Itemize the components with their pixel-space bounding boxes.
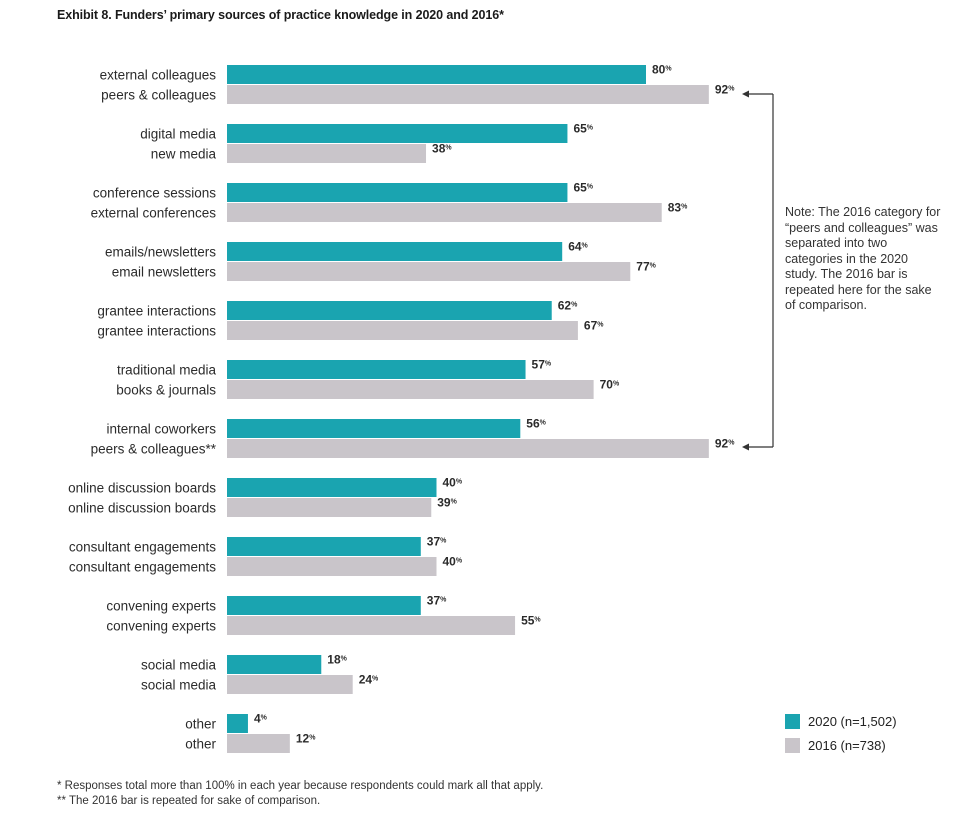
bar-2020-0: [227, 65, 646, 84]
category-label-2016-9: convening experts: [106, 619, 216, 634]
category-label-2016-3: email newsletters: [112, 265, 217, 280]
category-label-2016-5: books & journals: [116, 383, 216, 398]
category-label-2016-6: peers & colleagues**: [91, 442, 217, 457]
value-label-2020-2: 65%: [573, 181, 593, 195]
bar-2016-5: [227, 380, 594, 399]
bar-2020-3: [227, 242, 563, 261]
category-label-2016-0: peers & colleagues: [101, 88, 216, 103]
value-label-2020-4: 62%: [558, 299, 578, 313]
value-label-2020-8: 37%: [427, 535, 447, 549]
bar-2016-9: [227, 616, 516, 635]
bar-2016-8: [227, 557, 437, 576]
footnotes: * Responses total more than 100% in each…: [57, 779, 543, 809]
bar-2016-11: [227, 734, 290, 753]
bar-2020-5: [227, 360, 526, 379]
value-label-2016-1: 38%: [432, 142, 452, 156]
value-label-2020-7: 40%: [443, 476, 463, 490]
value-label-2016-5: 70%: [600, 378, 620, 392]
bar-2020-7: [227, 478, 437, 497]
value-label-2016-0: 92%: [715, 83, 735, 97]
legend-item-2016: 2016 (n=738): [785, 735, 897, 755]
category-label-2020-11: other: [185, 717, 216, 732]
legend-label-2020: 2020 (n=1,502): [808, 713, 897, 729]
legend-label-2016: 2016 (n=738): [808, 737, 886, 753]
chart-title: Exhibit 8. Funders’ primary sources of p…: [57, 8, 504, 22]
category-label-2016-4: grantee interactions: [97, 324, 216, 339]
value-label-2020-0: 80%: [652, 63, 672, 77]
legend-item-2020: 2020 (n=1,502): [785, 711, 897, 731]
category-label-2016-10: social media: [141, 678, 217, 693]
value-label-2016-7: 39%: [437, 496, 457, 510]
value-label-2016-9: 55%: [521, 614, 541, 628]
comparison-note: Note: The 2016 category for “peers and c…: [785, 205, 941, 312]
category-label-2016-11: other: [185, 737, 216, 752]
bar-2020-11: [227, 714, 248, 733]
value-label-2020-6: 56%: [526, 417, 546, 431]
value-label-2020-9: 37%: [427, 594, 447, 608]
category-label-2020-8: consultant engagements: [69, 540, 216, 555]
category-label-2020-2: conference sessions: [93, 186, 216, 201]
value-label-2020-1: 65%: [573, 122, 593, 136]
value-label-2020-3: 64%: [568, 240, 588, 254]
category-label-2020-6: internal coworkers: [106, 422, 216, 437]
bar-2016-4: [227, 321, 578, 340]
bar-2020-8: [227, 537, 421, 556]
bar-2016-1: [227, 144, 427, 163]
value-label-2016-2: 83%: [668, 201, 688, 215]
value-label-2016-10: 24%: [359, 673, 379, 687]
bar-2016-3: [227, 262, 631, 281]
arrowhead-bottom-icon: [742, 443, 749, 451]
category-label-2020-7: online discussion boards: [68, 481, 216, 496]
bar-2016-2: [227, 203, 662, 222]
bar-2020-10: [227, 655, 322, 674]
category-label-2020-9: convening experts: [106, 599, 216, 614]
value-label-2020-5: 57%: [532, 358, 552, 372]
legend-swatch-2016: [785, 737, 800, 753]
category-label-2016-1: new media: [151, 147, 217, 162]
footnote-1: * Responses total more than 100% in each…: [57, 780, 544, 792]
comparison-bracket: [742, 90, 774, 451]
legend: 2020 (n=1,502) 2016 (n=738): [785, 711, 897, 759]
category-label-2020-4: grantee interactions: [97, 304, 216, 319]
category-label-2020-3: emails/newsletters: [105, 245, 216, 260]
value-label-2016-11: 12%: [296, 732, 316, 746]
bar-2016-7: [227, 498, 432, 517]
value-label-2016-3: 77%: [636, 260, 656, 274]
bar-2016-6: [227, 439, 709, 458]
category-label-2020-5: traditional media: [117, 363, 217, 378]
footnote-2: ** The 2016 bar is repeated for sake of …: [57, 795, 321, 807]
bar-group: external colleagues 80% peers & colleagues…: [68, 63, 735, 753]
arrowhead-top-icon: [742, 90, 749, 98]
category-label-2020-0: external colleagues: [100, 68, 217, 83]
legend-swatch-2020: [785, 713, 800, 729]
bar-2016-0: [227, 85, 709, 104]
category-label-2020-10: social media: [141, 658, 217, 673]
bar-2020-4: [227, 301, 552, 320]
value-label-2016-4: 67%: [584, 319, 604, 333]
bar-2016-10: [227, 675, 353, 694]
category-label-2016-2: external conferences: [91, 206, 217, 221]
value-label-2020-10: 18%: [327, 653, 347, 667]
value-label-2016-6: 92%: [715, 437, 735, 451]
value-label-2020-11: 4%: [254, 712, 268, 726]
value-label-2016-8: 40%: [443, 555, 463, 569]
category-label-2020-1: digital media: [140, 127, 216, 142]
bar-2020-9: [227, 596, 421, 615]
bar-2020-6: [227, 419, 521, 438]
bar-2020-2: [227, 183, 568, 202]
category-label-2016-8: consultant engagements: [69, 560, 216, 575]
category-label-2016-7: online discussion boards: [68, 501, 216, 516]
bar-2020-1: [227, 124, 568, 143]
